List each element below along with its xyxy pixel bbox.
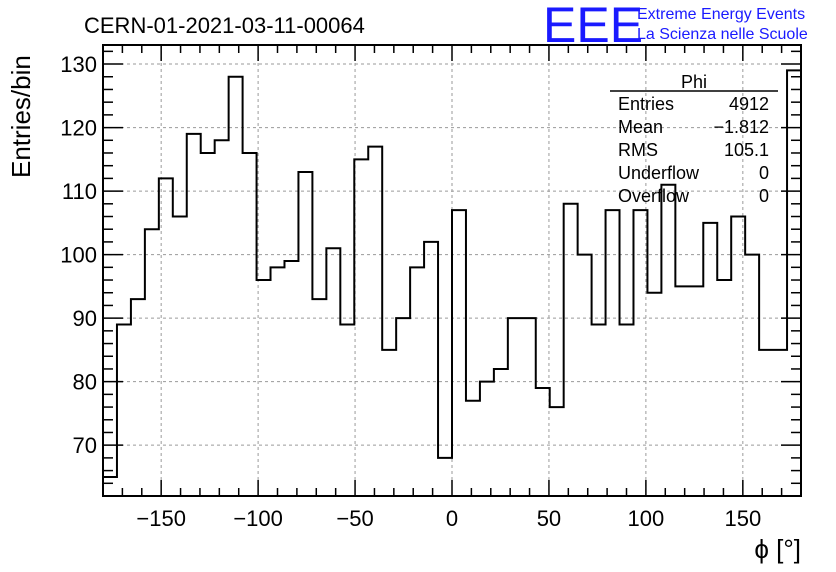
y-tick-labels: 70 80 90 100 110 120 130 — [60, 52, 97, 458]
y-tick-label: 130 — [60, 52, 97, 77]
stats-label-mean: Mean — [618, 117, 663, 137]
x-tick-label: −150 — [136, 506, 186, 531]
axis-ticks — [102, 45, 802, 497]
stats-title: Phi — [681, 72, 707, 92]
histogram-outline — [103, 69, 801, 478]
plot-frame — [102, 44, 802, 497]
x-tick-label: −100 — [233, 506, 283, 531]
eee-logo: EEE — [543, 0, 643, 53]
logo-line-2: La Scienza nelle Scuole — [637, 26, 808, 43]
y-tick-label: 120 — [60, 116, 97, 141]
stats-label-overflow: Overflow — [618, 186, 690, 206]
x-tick-label: 100 — [628, 506, 665, 531]
stats-box: Phi Entries 4912 Mean −1.812 RMS 105.1 U… — [610, 72, 778, 206]
y-tick-label: 70 — [73, 433, 97, 458]
stats-value-mean: −1.812 — [713, 117, 769, 137]
stats-label-underflow: Underflow — [618, 163, 700, 183]
stats-value-underflow: 0 — [759, 163, 769, 183]
y-tick-label: 110 — [62, 179, 97, 204]
x-tick-label: 150 — [724, 506, 761, 531]
x-tick-labels: −150 −100 −50 0 50 100 150 — [136, 506, 761, 531]
stats-value-entries: 4912 — [729, 94, 769, 114]
x-axis-title: ϕ [°] — [754, 534, 801, 564]
stats-value-overflow: 0 — [759, 186, 769, 206]
x-tick-label: 0 — [446, 506, 458, 531]
x-tick-label: 50 — [537, 506, 561, 531]
stats-label-entries: Entries — [618, 94, 674, 114]
logo-line-1: Extreme Energy Events — [637, 6, 805, 23]
run-title: CERN-01-2021-03-11-00064 — [84, 13, 365, 38]
y-axis-title: Entries/bin — [6, 55, 36, 178]
y-tick-label: 80 — [73, 370, 97, 395]
y-tick-label: 90 — [73, 306, 97, 331]
x-tick-label: −50 — [336, 506, 373, 531]
stats-label-rms: RMS — [618, 140, 658, 160]
y-tick-label: 100 — [60, 243, 97, 268]
stats-value-rms: 105.1 — [724, 140, 769, 160]
